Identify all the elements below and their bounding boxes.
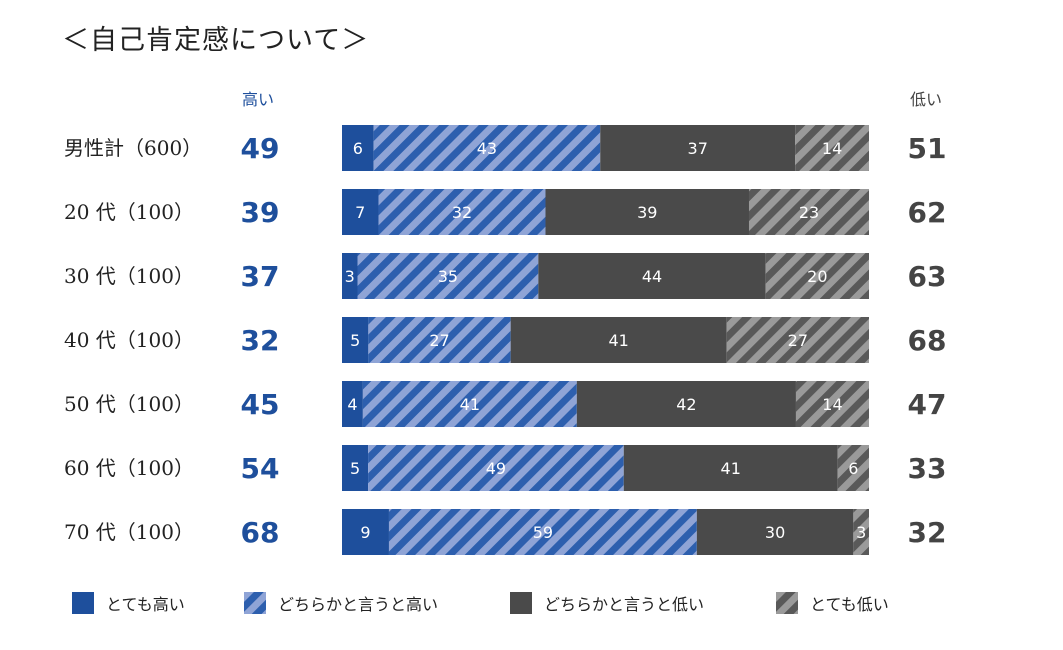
legend-item-very-low: とても低い: [776, 591, 889, 615]
high-column-header: 高い: [242, 90, 275, 109]
category-label: 70 代（100）: [64, 520, 194, 544]
category-label: 60 代（100）: [64, 456, 194, 480]
total-low-value: 32: [908, 516, 947, 549]
bar-segment: [378, 189, 546, 235]
bar-segment: [357, 253, 539, 299]
total-high-value: 39: [241, 196, 280, 229]
bar-segment: [342, 509, 389, 555]
bar-value-label: 37: [688, 139, 708, 158]
total-high-value: 49: [241, 132, 280, 165]
bar-value-label: 9: [360, 523, 370, 542]
bar-segment: [576, 381, 796, 427]
bar-value-label: 5: [350, 459, 360, 478]
bar-value-label: 35: [438, 267, 458, 286]
category-label: 50 代（100）: [64, 392, 194, 416]
bar-segment: [748, 189, 869, 235]
legend-swatch-solid-gray: [510, 592, 532, 614]
bar-value-label: 59: [533, 523, 553, 542]
bar-value-label: 32: [452, 203, 472, 222]
bar-value-label: 20: [807, 267, 827, 286]
bar-value-label: 41: [721, 459, 741, 478]
bar-value-label: 39: [637, 203, 657, 222]
bar-value-label: 14: [822, 139, 842, 158]
bar-segment: [342, 189, 379, 235]
bar-value-label: 41: [608, 331, 628, 350]
total-high-value: 45: [241, 388, 280, 421]
low-column-header: 低い: [910, 90, 943, 109]
bar-value-label: 5: [350, 331, 360, 350]
bar-value-label: 27: [788, 331, 808, 350]
category-label: 男性計（600）: [64, 136, 202, 160]
bar-segment: [510, 317, 727, 363]
total-high-value: 54: [241, 452, 280, 485]
bar-value-label: 3: [345, 267, 355, 286]
bar-segment: [342, 445, 369, 491]
bar-value-label: 14: [822, 395, 842, 414]
bar-segment: [342, 253, 358, 299]
bar-segment: [765, 253, 869, 299]
legend: とても高い どちらかと言うと高い どちらかと言うと低い とても低い: [0, 591, 1063, 621]
bar-segment: [342, 317, 369, 363]
bar-segment: [368, 445, 624, 491]
total-low-value: 63: [908, 260, 947, 293]
bar-value-label: 4: [347, 395, 357, 414]
chart-title: ＜自己肯定感について＞: [62, 25, 370, 56]
total-high-value: 68: [241, 516, 280, 549]
legend-label: どちらかと言うと低い: [544, 595, 705, 614]
bar-segment: [342, 125, 374, 171]
bar-value-label: 49: [486, 459, 506, 478]
bar-value-label: 41: [460, 395, 480, 414]
category-label: 20 代（100）: [64, 200, 194, 224]
bar-segment: [726, 317, 869, 363]
bar-segment: [837, 445, 869, 491]
total-low-value: 68: [908, 324, 947, 357]
legend-swatch-solid-blue: [72, 592, 94, 614]
category-label: 40 代（100）: [64, 328, 194, 352]
legend-item-somewhat-low: どちらかと言うと低い: [510, 591, 704, 615]
bar-segment: [696, 509, 854, 555]
bar-value-label: 43: [477, 139, 497, 158]
bar-value-label: 42: [676, 395, 696, 414]
bar-segment: [388, 509, 697, 555]
bar-segment: [538, 253, 766, 299]
bar-segment: [795, 381, 869, 427]
legend-label: とても高い: [106, 595, 185, 614]
bar-value-label: 3: [856, 523, 866, 542]
total-high-value: 32: [241, 324, 280, 357]
bar-value-label: 6: [848, 459, 858, 478]
bar-segment: [795, 125, 869, 171]
total-high-value: 37: [241, 260, 280, 293]
bar-segment: [600, 125, 796, 171]
bar-segment: [342, 381, 363, 427]
legend-item-somewhat-high: どちらかと言うと高い: [244, 591, 438, 615]
total-low-value: 62: [908, 196, 947, 229]
bar-segment: [853, 509, 869, 555]
total-low-value: 47: [908, 388, 947, 421]
legend-label: とても低い: [810, 595, 889, 614]
legend-item-very-high: とても高い: [72, 591, 185, 615]
bar-value-label: 44: [642, 267, 662, 286]
total-low-value: 51: [908, 132, 947, 165]
bar-value-label: 7: [355, 203, 365, 222]
total-low-value: 33: [908, 452, 947, 485]
bar-value-label: 30: [765, 523, 785, 542]
legend-swatch-striped-gray: [776, 592, 798, 614]
legend-swatch-striped-blue: [244, 592, 266, 614]
bar-value-label: 23: [799, 203, 819, 222]
bar-segment: [623, 445, 838, 491]
bar-segment: [545, 189, 749, 235]
bar-value-label: 27: [429, 331, 449, 350]
legend-label: どちらかと言うと高い: [278, 595, 439, 614]
bar-segment: [373, 125, 601, 171]
bar-segment: [368, 317, 511, 363]
category-label: 30 代（100）: [64, 264, 194, 288]
bar-value-label: 6: [353, 139, 363, 158]
bar-segment: [362, 381, 577, 427]
